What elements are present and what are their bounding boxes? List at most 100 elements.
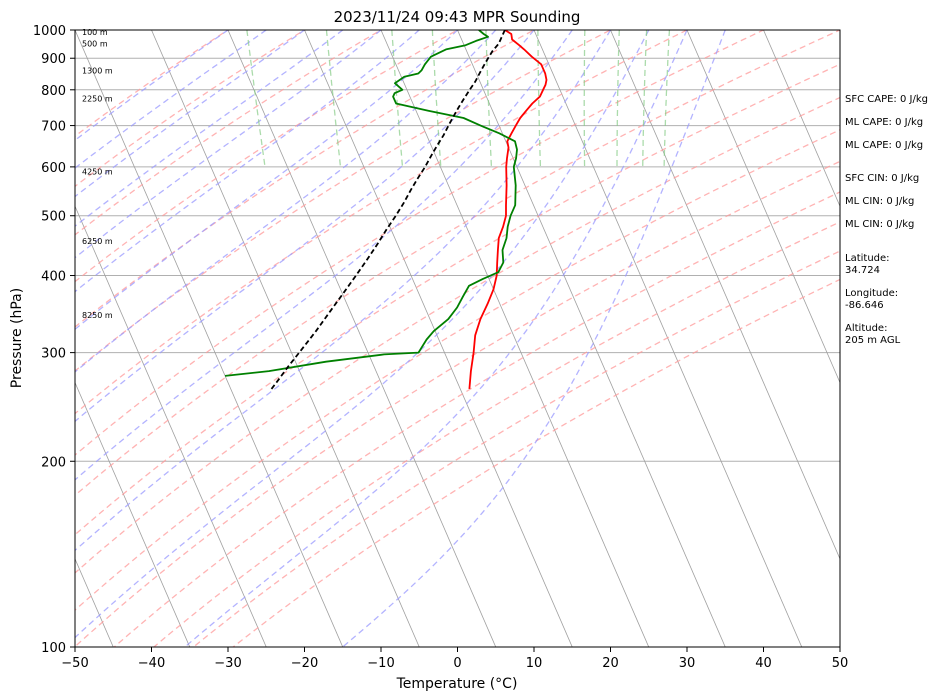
x-axis-label: Temperature (°C) [396,676,518,692]
moist-adiabat-line [75,30,650,639]
dry-adiabat-line [75,160,840,647]
moist-adiabat-line [342,30,726,647]
height-label: 6250 m [82,237,113,246]
x-tick-label: −40 [138,656,165,671]
moist-adiabat-line [75,30,573,481]
moist-adiabat-line [75,30,458,331]
side-info-text: 34.724 [845,265,880,276]
plot-frame [74,29,841,648]
mixing-ratio-line [616,30,620,167]
dry-adiabat-line [75,30,766,456]
dry-adiabat-line [75,30,459,283]
isotherm-line [533,30,803,647]
x-tick-label: 30 [679,656,696,671]
reference-lines [75,30,840,647]
isotherm-line [75,205,267,647]
isotherm-line [457,30,726,647]
isotherm-line [151,30,420,647]
side-info-text: ML CAPE: 0 J/kg [845,117,923,128]
isotherm-line [380,30,650,647]
height-label: 2250 m [82,94,113,103]
moist-adiabat-line [75,30,497,373]
temperature-profile-line [468,30,548,389]
isotherm-line [610,30,840,560]
moist-adiabat-line [75,30,382,259]
dry-adiabat-line [75,30,230,137]
moist-adiabat-line [75,30,420,293]
moist-adiabat-line [184,30,688,647]
side-info-text: Latitude: [845,253,890,264]
moist-adiabat-line [75,30,612,552]
height-label: 8250 m [82,311,113,320]
y-tick-label: 300 [41,347,66,362]
dewpoint-profile-line [225,30,518,377]
height-label: 500 m [82,40,108,49]
moist-adiabat-line [75,30,229,142]
moist-adiabat-line [75,30,267,169]
chart-title: 2023/11/24 09:43 MPR Sounding [334,8,581,26]
parcel-profile-line [269,30,506,392]
y-tick-label: 800 [41,84,66,99]
isotherm-line [763,30,840,208]
y-tick-label: 500 [41,210,66,225]
mixing-ratio-line [246,30,266,167]
x-tick-label: 20 [602,656,619,671]
side-info-text: ML CIN: 0 J/kg [845,196,914,207]
moist-adiabat-line [75,30,344,228]
y-axis-label: Pressure (hPa) [9,288,25,388]
mixing-ratio-line [325,30,342,167]
x-axis: −50 −40 −30 −20 −10 0 10 20 30 40 50 [61,647,848,671]
height-label: 100 m [82,28,108,37]
x-tick-label: −50 [61,656,88,671]
x-tick-label: 50 [832,656,849,671]
isotherm-line [304,30,573,647]
y-tick-label: 700 [41,120,66,135]
y-tick-label: 200 [41,455,66,470]
y-tick-label: 100 [41,641,66,656]
series-lines [225,30,548,392]
dry-adiabat-line [75,30,840,497]
side-info-text: SFC CIN: 0 J/kg [845,173,919,184]
x-tick-label: 0 [453,656,461,671]
dry-adiabat-line [75,63,840,536]
side-info-text: -86.646 [845,300,884,311]
y-tick-label: 600 [41,161,66,176]
dry-adiabat-line [75,30,383,236]
isotherm-line [686,30,840,384]
y-tick-label: 900 [41,52,66,67]
dry-adiabat-line [75,129,840,612]
isotherm-line [75,381,191,647]
x-tick-label: −30 [214,656,241,671]
isotherm-line [75,30,344,647]
height-label: 1300 m [82,66,113,75]
moist-adiabat-line [75,30,305,198]
dry-adiabat-line [152,221,840,647]
dry-adiabat-line [192,250,840,647]
side-info-panel: SFC CAPE: 0 J/kg ML CAPE: 0 J/kg ML CAPE: … [845,94,928,346]
dry-adiabat-line [75,30,536,328]
dry-adiabat-line [75,96,840,574]
height-label: 4250 m [82,167,113,176]
y-tick-label: 400 [41,270,66,285]
y-axis: 100 200 300 400 500 600 700 800 900 1000 [33,24,75,656]
side-info-text: Altitude: [845,323,887,334]
moist-adiabat-line [75,30,535,423]
side-info-text: 205 m AGL [845,335,901,346]
dry-adiabat-line [75,30,306,188]
side-info-text: ML CIN: 0 J/kg [845,219,914,230]
mixing-ratio-line [642,30,648,167]
dry-adiabat-line [75,30,689,415]
x-tick-label: −10 [367,656,394,671]
mixing-ratio-line [431,30,442,167]
dry-adiabat-line [75,30,612,372]
side-info-text: SFC CAPE: 0 J/kg [845,94,928,105]
y-tick-label: 1000 [33,24,66,39]
mixing-ratio-line [663,30,671,167]
dry-adiabat-line [232,278,840,647]
x-tick-label: 40 [755,656,772,671]
isotherm-line [227,30,497,647]
x-tick-label: 10 [526,656,543,671]
x-tick-label: −20 [291,656,318,671]
side-info-text: Longitude: [845,288,898,299]
